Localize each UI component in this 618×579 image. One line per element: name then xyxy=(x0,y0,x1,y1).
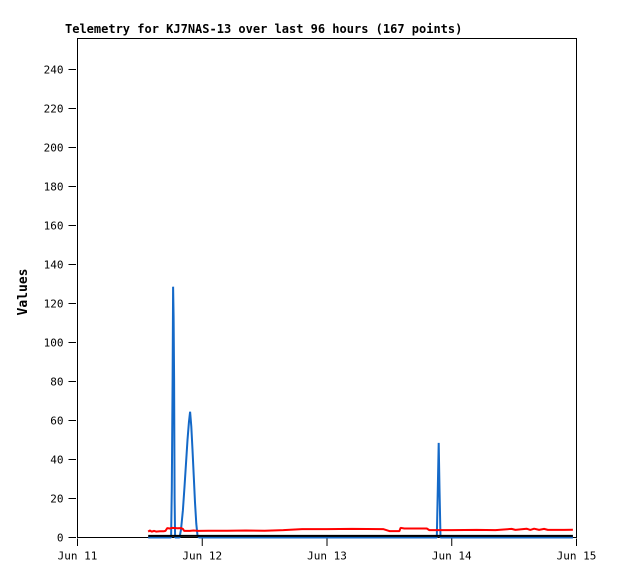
y-tick-label: 100 xyxy=(44,337,64,350)
y-tick-label: 140 xyxy=(44,259,64,272)
y-tick-label: 20 xyxy=(50,493,63,506)
series-channel-blue-line xyxy=(148,286,573,539)
chart-title: Telemetry for KJ7NAS-13 over last 96 hou… xyxy=(65,22,462,36)
x-tick-label: Jun 12 xyxy=(182,550,222,563)
x-tick-label: Jun 13 xyxy=(307,550,347,563)
y-tick-label: 240 xyxy=(44,64,64,77)
y-tick-label: 120 xyxy=(44,298,64,311)
y-tick-label: 200 xyxy=(44,142,64,155)
plot-area: 0 20 40 60 80 100 120 140 160 180 200 220 240 Jun 11 J… xyxy=(44,38,597,563)
x-tick-label: Jun 15 xyxy=(557,550,597,563)
y-tick-label: 60 xyxy=(50,415,63,428)
y-axis-label: Values xyxy=(16,269,31,316)
y-tick-label: 0 xyxy=(57,532,64,545)
plot-border xyxy=(77,38,577,538)
y-tick-label: 80 xyxy=(50,376,63,389)
series-channel-red-line xyxy=(147,526,573,533)
x-tick-label: Jun 14 xyxy=(432,550,472,563)
y-tick-label: 160 xyxy=(44,220,64,233)
x-tick-label: Jun 11 xyxy=(58,550,98,563)
y-tick-label: 220 xyxy=(44,103,64,116)
y-tick-label: 40 xyxy=(50,454,63,467)
y-tick-label: 180 xyxy=(44,181,64,194)
